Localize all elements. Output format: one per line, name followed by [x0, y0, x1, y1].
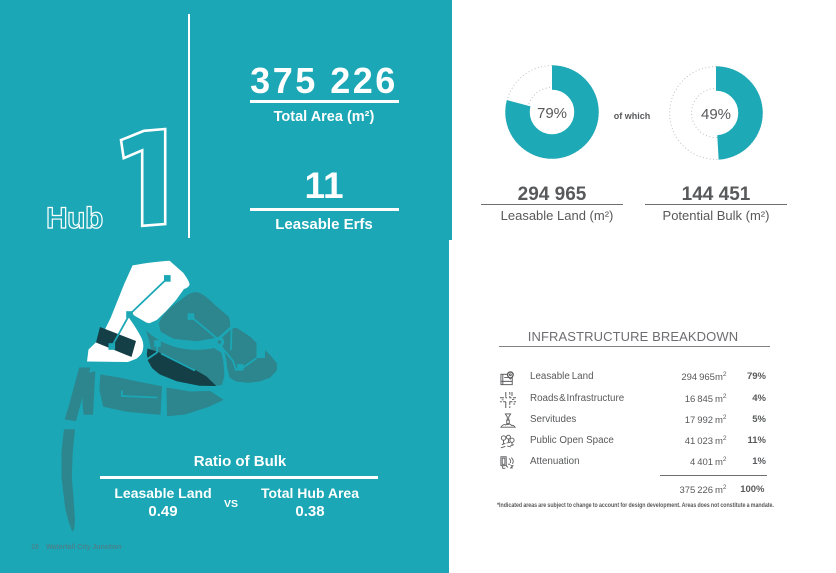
svg-text:49%: 49% — [701, 106, 731, 123]
svg-text:79%: 79% — [537, 105, 567, 122]
